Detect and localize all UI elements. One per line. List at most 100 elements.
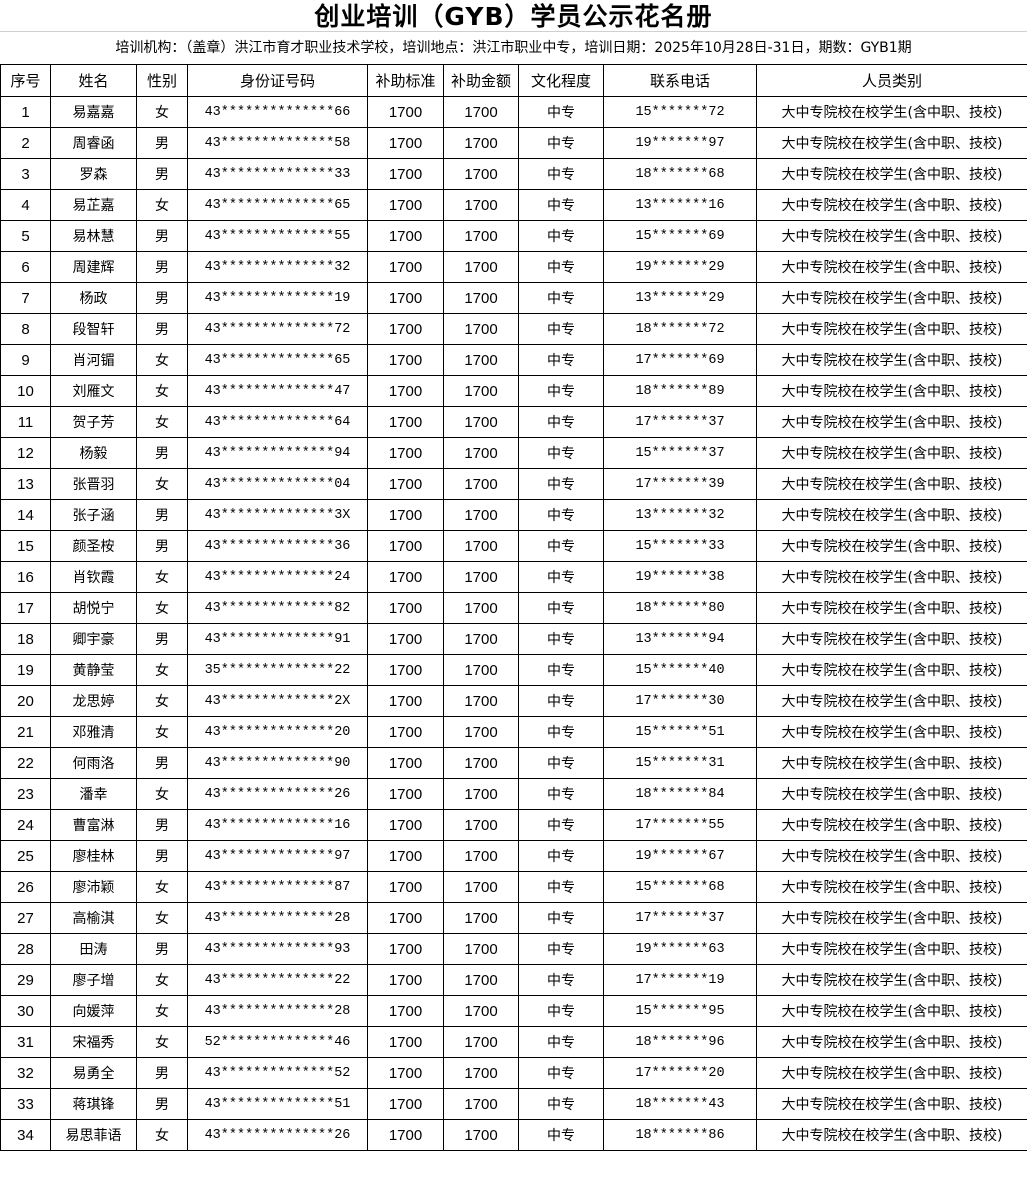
header-id-number: 身份证号码: [187, 64, 368, 97]
cell-seq: 34: [0, 1119, 51, 1151]
cell-phone: 15*******37: [603, 437, 757, 469]
cell-phone: 17*******37: [603, 406, 757, 438]
cell-id-number: 43**************58: [187, 127, 368, 159]
cell-subsidy-standard: 1700: [367, 220, 444, 252]
cell-id-number: 43**************82: [187, 592, 368, 624]
cell-seq: 25: [0, 840, 51, 872]
cell-subsidy-amount: 1700: [443, 964, 519, 996]
cell-education: 中专: [518, 251, 604, 283]
header-category: 人员类别: [756, 64, 1027, 97]
cell-education: 中专: [518, 282, 604, 314]
cell-name: 易林慧: [50, 220, 137, 252]
table-row: 32 易勇全男 43**************52 1700 1700 中专 17****…: [0, 1057, 1027, 1089]
cell-category: 大中专院校在校学生(含中职、技校): [756, 871, 1027, 903]
cell-subsidy-standard: 1700: [367, 654, 444, 686]
cell-gender: 男: [136, 313, 188, 345]
cell-seq: 21: [0, 716, 51, 748]
table-row: 25 廖桂林男 43**************97 1700 1700 中专 19****…: [0, 840, 1027, 872]
cell-subsidy-amount: 1700: [443, 995, 519, 1027]
page-title: 创业培训（GYB）学员公示花名册: [0, 0, 1027, 32]
table-row: 28 田涛男 43**************93 1700 1700 中专 19*****…: [0, 933, 1027, 965]
cell-education: 中专: [518, 1088, 604, 1120]
cell-education: 中专: [518, 1119, 604, 1151]
table-row: 24 曹富淋男 43**************16 1700 1700 中专 17****…: [0, 809, 1027, 841]
cell-seq: 26: [0, 871, 51, 903]
cell-subsidy-amount: 1700: [443, 654, 519, 686]
cell-name: 易勇全: [50, 1057, 137, 1089]
cell-seq: 17: [0, 592, 51, 624]
cell-category: 大中专院校在校学生(含中职、技校): [756, 964, 1027, 996]
cell-id-number: 43**************36: [187, 530, 368, 562]
cell-subsidy-amount: 1700: [443, 933, 519, 965]
cell-gender: 男: [136, 1057, 188, 1089]
cell-subsidy-amount: 1700: [443, 1088, 519, 1120]
header-name: 姓名: [50, 64, 137, 97]
cell-subsidy-standard: 1700: [367, 592, 444, 624]
cell-subsidy-standard: 1700: [367, 1057, 444, 1089]
cell-subsidy-standard: 1700: [367, 344, 444, 376]
cell-id-number: 43**************16: [187, 809, 368, 841]
cell-phone: 18*******72: [603, 313, 757, 345]
cell-phone: 15*******68: [603, 871, 757, 903]
cell-education: 中专: [518, 592, 604, 624]
cell-name: 颜圣桉: [50, 530, 137, 562]
cell-name: 张子涵: [50, 499, 137, 531]
cell-subsidy-amount: 1700: [443, 778, 519, 810]
cell-education: 中专: [518, 189, 604, 221]
cell-id-number: 43**************32: [187, 251, 368, 283]
cell-category: 大中专院校在校学生(含中职、技校): [756, 840, 1027, 872]
cell-name: 高榆淇: [50, 902, 137, 934]
table-row: 33 蒋琪锋男 43**************51 1700 1700 中专 18****…: [0, 1088, 1027, 1120]
cell-gender: 男: [136, 840, 188, 872]
cell-seq: 30: [0, 995, 51, 1027]
cell-subsidy-standard: 1700: [367, 1026, 444, 1058]
cell-subsidy-standard: 1700: [367, 251, 444, 283]
cell-id-number: 43**************91: [187, 623, 368, 655]
cell-id-number: 43**************26: [187, 1119, 368, 1151]
cell-name: 蒋琪锋: [50, 1088, 137, 1120]
cell-category: 大中专院校在校学生(含中职、技校): [756, 685, 1027, 717]
cell-category: 大中专院校在校学生(含中职、技校): [756, 716, 1027, 748]
cell-subsidy-amount: 1700: [443, 1119, 519, 1151]
cell-subsidy-standard: 1700: [367, 840, 444, 872]
header-education: 文化程度: [518, 64, 604, 97]
cell-phone: 19*******67: [603, 840, 757, 872]
cell-education: 中专: [518, 902, 604, 934]
cell-id-number: 43**************28: [187, 995, 368, 1027]
cell-education: 中专: [518, 220, 604, 252]
cell-phone: 15*******31: [603, 747, 757, 779]
cell-gender: 男: [136, 809, 188, 841]
cell-category: 大中专院校在校学生(含中职、技校): [756, 1119, 1027, 1151]
cell-subsidy-standard: 1700: [367, 282, 444, 314]
cell-phone: 19*******63: [603, 933, 757, 965]
cell-education: 中专: [518, 623, 604, 655]
cell-category: 大中专院校在校学生(含中职、技校): [756, 778, 1027, 810]
cell-education: 中专: [518, 1026, 604, 1058]
cell-phone: 13*******94: [603, 623, 757, 655]
cell-subsidy-amount: 1700: [443, 1026, 519, 1058]
cell-gender: 男: [136, 127, 188, 159]
cell-name: 龙思婷: [50, 685, 137, 717]
cell-education: 中专: [518, 561, 604, 593]
cell-id-number: 43**************04: [187, 468, 368, 500]
table-row: 34 易思菲语女 43**************26 1700 1700 中专 18***…: [0, 1119, 1027, 1151]
table-row: 15 颜圣桉男 43**************36 1700 1700 中专 15****…: [0, 530, 1027, 562]
cell-gender: 女: [136, 561, 188, 593]
cell-id-number: 43**************87: [187, 871, 368, 903]
cell-category: 大中专院校在校学生(含中职、技校): [756, 561, 1027, 593]
cell-category: 大中专院校在校学生(含中职、技校): [756, 251, 1027, 283]
cell-category: 大中专院校在校学生(含中职、技校): [756, 220, 1027, 252]
table-row: 7 杨政男 43**************19 1700 1700 中专 13******…: [0, 282, 1027, 314]
cell-category: 大中专院校在校学生(含中职、技校): [756, 189, 1027, 221]
cell-phone: 15*******51: [603, 716, 757, 748]
cell-category: 大中专院校在校学生(含中职、技校): [756, 468, 1027, 500]
cell-category: 大中专院校在校学生(含中职、技校): [756, 282, 1027, 314]
cell-education: 中专: [518, 933, 604, 965]
cell-name: 邓雅清: [50, 716, 137, 748]
cell-category: 大中专院校在校学生(含中职、技校): [756, 313, 1027, 345]
cell-id-number: 43**************3X: [187, 499, 368, 531]
cell-category: 大中专院校在校学生(含中职、技校): [756, 902, 1027, 934]
cell-gender: 女: [136, 406, 188, 438]
cell-phone: 17*******19: [603, 964, 757, 996]
cell-id-number: 52**************46: [187, 1026, 368, 1058]
